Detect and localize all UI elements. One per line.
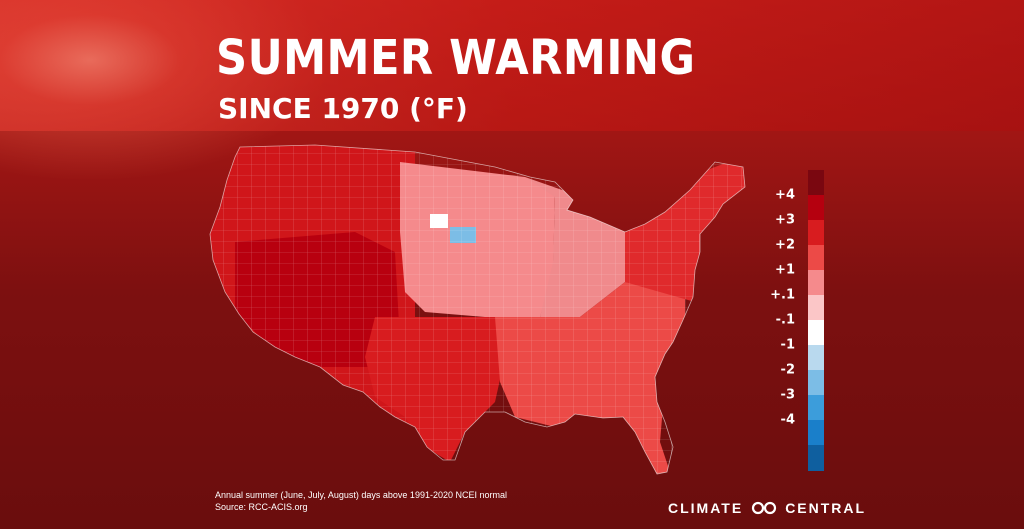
legend-swatch <box>808 270 824 296</box>
brand-right: CENTRAL <box>785 500 867 516</box>
legend-label: -3 <box>780 387 795 403</box>
legend-swatch <box>808 295 824 321</box>
legend-label: +4 <box>775 187 795 203</box>
legend-swatch <box>808 445 824 471</box>
county-grid <box>210 145 745 474</box>
legend-label: +1 <box>775 262 795 278</box>
legend-label: -.1 <box>775 312 795 328</box>
subtitle: SINCE 1970 (°F) <box>218 92 468 125</box>
legend-swatch <box>808 420 824 446</box>
footnote-description: Annual summer (June, July, August) days … <box>215 490 507 500</box>
legend-label: -2 <box>780 362 795 378</box>
title: SUMMER WARMING <box>216 30 696 86</box>
legend-label: +.1 <box>770 287 795 303</box>
legend-swatch <box>808 395 824 421</box>
map-regions <box>210 145 745 474</box>
footnote-source: Source: RCC-ACIS.org <box>215 502 308 512</box>
legend-swatch <box>808 170 824 196</box>
infinity-icon <box>752 501 777 515</box>
legend-label: +2 <box>775 237 795 253</box>
climate-central-logo: CLIMATE CENTRAL <box>668 500 866 516</box>
legend-label: -1 <box>780 337 795 353</box>
legend-swatch <box>808 220 824 246</box>
color-legend <box>808 170 824 471</box>
us-outline <box>209 144 746 475</box>
legend-label: +3 <box>775 212 795 228</box>
us-county-temperature-map <box>209 144 746 475</box>
header-band <box>0 0 1024 131</box>
legend-swatch <box>808 370 824 396</box>
legend-label: -4 <box>780 412 795 428</box>
legend-swatch <box>808 320 824 346</box>
brand-left: CLIMATE <box>668 500 744 516</box>
legend-swatch <box>808 245 824 271</box>
legend-swatch <box>808 195 824 221</box>
legend-swatch <box>808 345 824 371</box>
